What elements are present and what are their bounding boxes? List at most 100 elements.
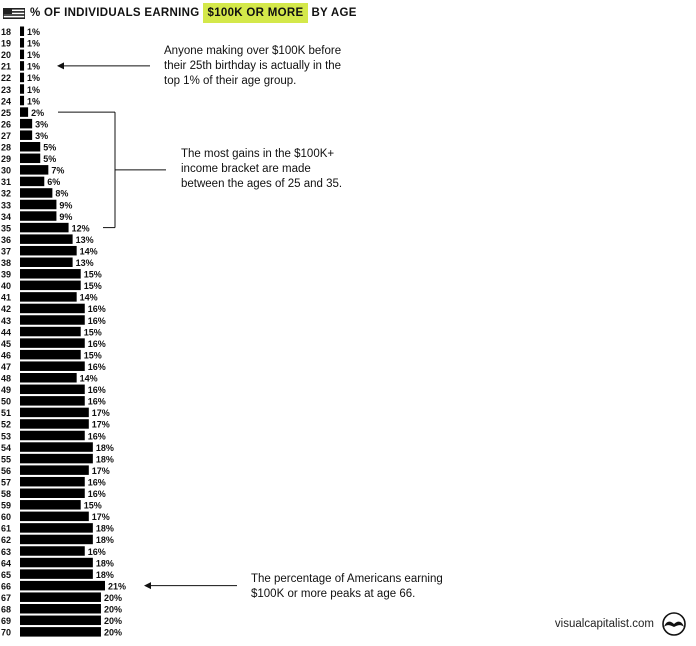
annotation-line: $100K or more peaks at age 66. (251, 588, 416, 600)
age-tick-label: 18 (1, 27, 11, 37)
bar-value-label: 18% (96, 443, 114, 453)
age-tick-label: 29 (1, 154, 11, 164)
age-tick-label: 47 (1, 362, 11, 372)
bar (20, 349, 81, 360)
bar (20, 72, 25, 83)
bar (20, 269, 81, 279)
bar-value-label: 14% (80, 374, 98, 384)
bar (20, 442, 93, 452)
arrow-head-icon (144, 582, 151, 590)
us-flag-icon (3, 7, 25, 19)
bar (20, 280, 81, 291)
bar (20, 222, 69, 233)
annotation-under-25: Anyone making over $100K before their 25… (164, 44, 341, 89)
age-tick-label: 66 (1, 581, 11, 591)
bar-value-label: 15% (84, 281, 102, 291)
bar-value-label: 15% (84, 501, 102, 511)
age-tick-label: 20 (1, 50, 11, 60)
age-tick-label: 31 (1, 177, 11, 187)
bar (20, 245, 77, 256)
bar (20, 627, 101, 637)
bar (20, 315, 85, 325)
age-tick-label: 55 (1, 454, 11, 464)
bar (20, 176, 45, 187)
bar-value-label: 9% (59, 212, 72, 222)
age-tick-label: 50 (1, 397, 11, 407)
bar (20, 61, 25, 71)
bar (20, 453, 93, 464)
bar (20, 615, 101, 626)
annotation-line: The percentage of Americans earning (251, 573, 443, 585)
age-tick-label: 35 (1, 223, 11, 233)
bar-value-label: 14% (80, 293, 98, 303)
age-tick-label: 34 (1, 212, 11, 222)
bar (20, 292, 77, 302)
bar-value-label: 16% (88, 489, 106, 499)
bar (20, 534, 93, 545)
bar-value-label: 5% (43, 143, 56, 153)
bar-value-label: 15% (84, 270, 102, 280)
bar-value-label: 18% (96, 454, 114, 464)
bar-value-label: 16% (88, 362, 106, 372)
bar-value-label: 1% (27, 39, 40, 49)
age-tick-label: 36 (1, 235, 11, 245)
bar-value-label: 20% (104, 593, 122, 603)
bar-value-label: 14% (80, 246, 98, 256)
bar-value-label: 21% (108, 581, 126, 591)
bar (20, 303, 85, 314)
bar (20, 500, 81, 510)
age-tick-label: 59 (1, 501, 11, 511)
bar (20, 511, 89, 522)
age-tick-label: 27 (1, 131, 11, 141)
bar (20, 211, 57, 221)
age-tick-label: 28 (1, 143, 11, 153)
bar (20, 396, 85, 406)
age-tick-label: 67 (1, 593, 11, 603)
bar (20, 118, 33, 129)
bar-value-label: 16% (88, 431, 106, 441)
bar (20, 130, 33, 140)
bar-value-label: 1% (27, 27, 40, 37)
bar-value-label: 13% (76, 235, 94, 245)
age-tick-label: 37 (1, 246, 11, 256)
bar-value-label: 16% (88, 477, 106, 487)
bar (20, 546, 85, 556)
bar-value-label: 16% (88, 547, 106, 557)
age-tick-label: 65 (1, 570, 11, 580)
bar (20, 153, 41, 164)
chart-header: % OF INDIVIDUALS EARNING $100K OR MORE B… (3, 3, 357, 23)
age-tick-label: 64 (1, 558, 11, 568)
bar (20, 107, 29, 117)
bar-value-label: 18% (96, 570, 114, 580)
bar-value-label: 5% (43, 154, 56, 164)
bar-value-label: 9% (59, 200, 72, 210)
footer: visualcapitalist.com (555, 612, 688, 636)
age-tick-label: 44 (1, 327, 11, 337)
bar-value-label: 16% (88, 339, 106, 349)
age-tick-label: 45 (1, 339, 11, 349)
age-tick-label: 63 (1, 547, 11, 557)
annotation-line: their 25th birthday is actually in the (164, 60, 342, 72)
bar-value-label: 1% (27, 50, 40, 60)
bar-value-label: 13% (76, 258, 94, 268)
age-tick-label: 48 (1, 374, 11, 384)
brand-text[interactable]: visualcapitalist.com (554, 618, 654, 630)
title-prefix: % OF INDIVIDUALS EARNING (30, 7, 200, 19)
age-tick-label: 25 (1, 108, 11, 118)
annotation-peak-66: The percentage of Americans earning $100… (251, 572, 443, 602)
age-tick-label: 41 (1, 293, 11, 303)
bar-value-label: 20% (104, 616, 122, 626)
age-tick-label: 24 (1, 96, 11, 106)
age-tick-label: 38 (1, 258, 11, 268)
annotation-gains-25-35: The most gains in the $100K+ income brac… (181, 147, 342, 192)
bar-value-label: 18% (96, 535, 114, 545)
bar-value-label: 1% (27, 96, 40, 106)
bar (20, 142, 41, 152)
age-tick-label: 69 (1, 616, 11, 626)
bar (20, 419, 89, 429)
age-tick-label: 51 (1, 408, 11, 418)
bar-value-label: 3% (35, 131, 48, 141)
age-tick-label: 26 (1, 119, 11, 129)
bar-value-label: 20% (104, 628, 122, 638)
